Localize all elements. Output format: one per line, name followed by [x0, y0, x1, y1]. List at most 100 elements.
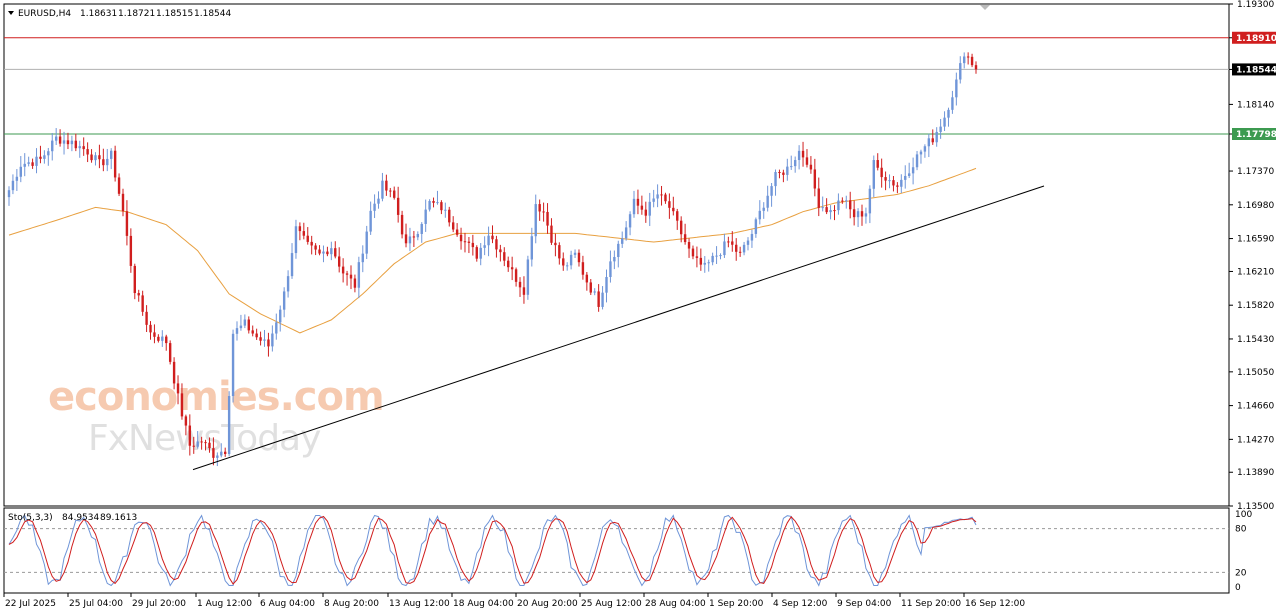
price-tick-label: 1.16590: [1237, 235, 1274, 245]
candle: [959, 56, 962, 84]
time-tick-label: 28 Aug 04:00: [645, 599, 706, 609]
candle: [82, 137, 85, 156]
stochastic-tick-label: 20: [1235, 568, 1247, 578]
candle: [255, 328, 258, 340]
candle: [330, 241, 333, 261]
candle: [597, 284, 600, 312]
candle: [589, 279, 592, 295]
candle: [318, 245, 321, 256]
candle: [381, 172, 384, 202]
time-tick-label: 8 Aug 20:00: [324, 599, 379, 609]
candle: [373, 194, 376, 219]
candle: [845, 195, 848, 209]
candle: [750, 229, 754, 248]
candle: [369, 201, 372, 235]
watermark-economies: economies.com: [48, 374, 384, 420]
candle: [872, 155, 875, 198]
candle: [727, 236, 730, 248]
candle: [864, 207, 868, 224]
candle: [746, 237, 750, 251]
candle: [243, 314, 247, 329]
candle: [231, 329, 235, 403]
candle: [420, 222, 423, 243]
stochastic-pane: [3, 507, 1230, 594]
candle: [275, 313, 278, 340]
candle: [664, 192, 667, 204]
candle: [841, 197, 844, 204]
price-tag-label: 1.18910: [1236, 34, 1277, 44]
candle: [821, 196, 824, 212]
candle: [970, 53, 974, 68]
chart-header: EURUSD,H4 1.18631 1.18721 1.18515 1.1854…: [8, 5, 990, 19]
price-tick-label: 1.15820: [1237, 301, 1274, 311]
candle: [176, 375, 180, 405]
candle: [491, 225, 494, 244]
candle: [94, 152, 97, 166]
candle: [581, 255, 585, 280]
candle: [479, 243, 482, 266]
stochastic-name: Sto(5,3,3): [8, 513, 53, 523]
candle: [632, 190, 636, 218]
candle: [334, 241, 337, 259]
candle: [440, 200, 443, 215]
candle: [601, 286, 604, 310]
candle: [550, 218, 553, 245]
candle: [518, 277, 522, 297]
shift-marker-icon[interactable]: [980, 5, 990, 10]
candle: [393, 186, 396, 200]
price-tick-label: 1.13890: [1237, 468, 1274, 478]
candle: [400, 210, 404, 239]
ohlc-high: 1.18721: [118, 9, 155, 19]
candle: [483, 236, 486, 256]
candle: [577, 249, 581, 267]
candle: [310, 235, 313, 255]
price-tick-label: 1.15430: [1237, 335, 1274, 345]
price-tick-label: 1.14270: [1237, 435, 1274, 445]
candle: [931, 129, 934, 145]
candle: [353, 274, 357, 293]
candle: [876, 153, 879, 171]
price-tag: [1232, 128, 1276, 141]
candle: [90, 149, 93, 163]
candle: [562, 252, 565, 271]
candle: [530, 227, 534, 267]
candle: [738, 246, 742, 257]
price-tick-label: 1.17370: [1237, 167, 1274, 177]
candle: [683, 223, 687, 245]
candle: [542, 202, 545, 222]
candle: [644, 201, 648, 223]
candle: [471, 234, 475, 256]
candle: [322, 245, 325, 263]
stochastic-tick-label: 0: [1235, 583, 1241, 593]
candle: [117, 173, 121, 197]
candle: [538, 199, 541, 221]
candle: [813, 158, 817, 197]
candle: [279, 305, 282, 332]
candles: [7, 52, 978, 467]
candle: [58, 129, 62, 147]
candle: [172, 357, 176, 390]
candle: [396, 186, 400, 223]
candle: [247, 316, 250, 334]
ascending-trendline[interactable]: [192, 185, 1045, 471]
candle: [868, 185, 872, 224]
candle: [770, 182, 773, 207]
candle: [801, 141, 805, 167]
candle: [361, 245, 364, 273]
candle: [856, 208, 860, 228]
candle: [640, 195, 644, 215]
candle: [514, 267, 518, 287]
collapse-triangle-icon[interactable]: [8, 11, 14, 15]
candle: [412, 230, 416, 247]
time-axis: 22 Jul 2025 25 Jul 04:00 29 Jul 20:00 1 Aug…: [3, 593, 1025, 609]
candle: [102, 148, 105, 172]
time-tick-label: 20 Aug 20:00: [517, 599, 578, 609]
candle: [974, 61, 978, 74]
candle: [731, 231, 734, 252]
candle: [27, 156, 30, 167]
time-tick-label: 22 Jul 2025: [5, 599, 56, 609]
candle: [660, 185, 663, 206]
candle: [35, 148, 38, 174]
price-tick-label: 1.13500: [1237, 502, 1274, 512]
ohlc-low: 1.18515: [156, 9, 193, 19]
